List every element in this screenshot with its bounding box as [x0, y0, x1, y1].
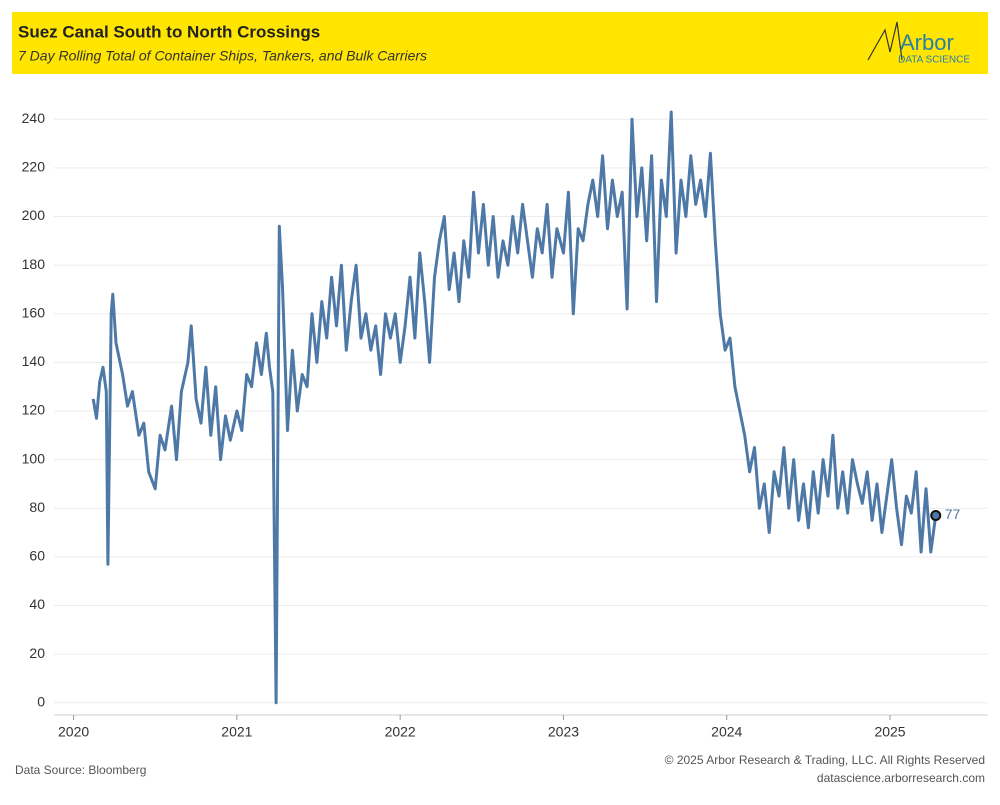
- y-tick-label: 180: [22, 256, 46, 272]
- y-tick-label: 80: [29, 499, 45, 515]
- y-tick-label: 120: [22, 402, 46, 418]
- y-tick-label: 60: [29, 548, 45, 564]
- x-tick-label: 2024: [711, 724, 742, 740]
- x-tick-label: 2020: [58, 724, 89, 740]
- last-point: [930, 510, 942, 522]
- website: datascience.arborresearch.com: [817, 771, 985, 785]
- y-tick-label: 160: [22, 304, 46, 320]
- chart-title: Suez Canal South to North Crossings: [18, 22, 320, 41]
- y-tick-label: 140: [22, 353, 46, 369]
- copyright: © 2025 Arbor Research & Trading, LLC. Al…: [665, 753, 985, 767]
- logo-name: Arbor: [900, 30, 954, 55]
- logo-tagline: DATA SCIENCE: [898, 55, 970, 66]
- logo-mark: [867, 21, 903, 61]
- y-tick-label: 220: [22, 159, 46, 175]
- x-tick-label: 2021: [221, 724, 252, 740]
- x-tick-label: 2023: [548, 724, 579, 740]
- y-tick-label: 40: [29, 596, 45, 612]
- y-tick-label: 100: [22, 450, 46, 466]
- source: Data Source: Bloomberg: [15, 763, 146, 777]
- x-tick-label: 2022: [385, 724, 416, 740]
- header-band: [12, 12, 988, 74]
- y-tick-label: 20: [29, 645, 45, 661]
- chart-subtitle: 7 Day Rolling Total of Container Ships, …: [18, 48, 427, 64]
- y-tick-label: 200: [22, 207, 46, 223]
- line: [91, 110, 938, 705]
- x-tick-label: 2025: [874, 724, 905, 740]
- last-value-label: 77: [945, 506, 961, 522]
- y-tick-label: 240: [22, 110, 46, 126]
- y-tick-label: 0: [37, 693, 45, 709]
